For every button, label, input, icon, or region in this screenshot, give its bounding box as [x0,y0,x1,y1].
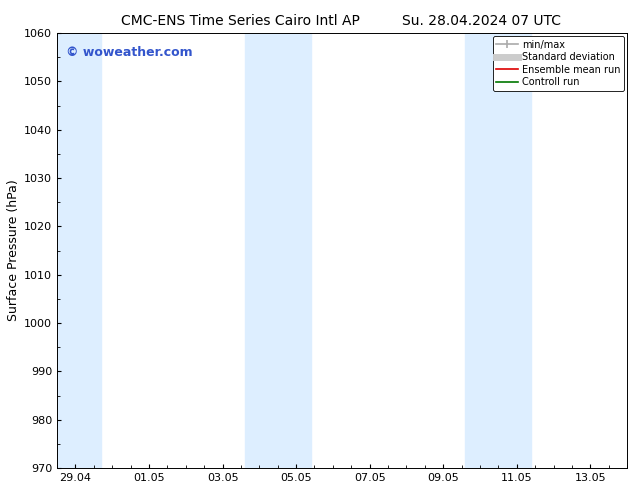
Bar [465,33,531,468]
Legend: min/max, Standard deviation, Ensemble mean run, Controll run: min/max, Standard deviation, Ensemble me… [493,36,624,91]
Bar [57,33,101,468]
Y-axis label: Surface Pressure (hPa): Surface Pressure (hPa) [7,180,20,321]
Text: © woweather.com: © woweather.com [66,46,192,59]
Text: CMC-ENS Time Series Cairo Intl AP: CMC-ENS Time Series Cairo Intl AP [122,14,360,28]
Bar [245,33,311,468]
Text: Su. 28.04.2024 07 UTC: Su. 28.04.2024 07 UTC [403,14,561,28]
